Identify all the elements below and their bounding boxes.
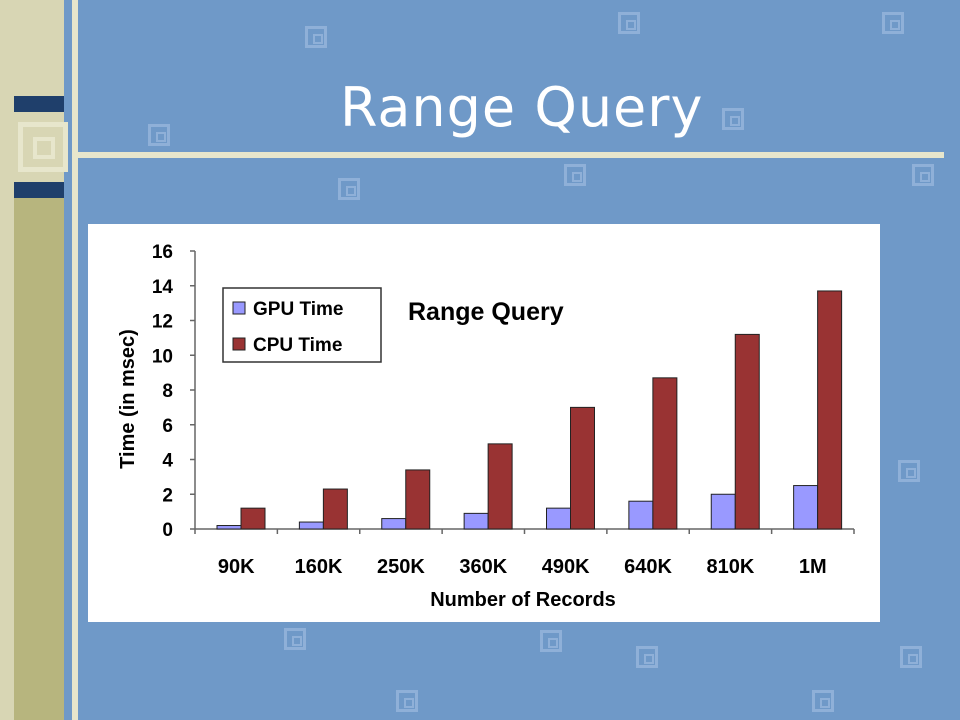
x-tick-label: 810K	[707, 556, 755, 578]
spiral-motif-icon	[636, 646, 658, 668]
bar-cpu-time	[322, 488, 348, 530]
y-tick-label: 8	[162, 381, 173, 402]
bar-gpu-time	[793, 485, 819, 530]
legend-label: GPU Time	[253, 299, 343, 320]
x-tick-label: 360K	[459, 556, 507, 578]
bar-gpu-time	[463, 512, 489, 530]
bar-gpu-time	[298, 521, 324, 530]
y-tick-label: 12	[152, 312, 173, 333]
bar-gpu-time	[216, 525, 242, 530]
bar-cpu-time	[487, 443, 513, 530]
bar-cpu-time	[652, 377, 678, 530]
spiral-motif-icon	[305, 26, 327, 48]
bar-gpu-time	[710, 493, 736, 530]
x-tick-label: 160K	[295, 556, 343, 578]
spiral-motif-icon	[564, 164, 586, 186]
bar-cpu-time	[240, 507, 266, 530]
y-tick-label: 4	[162, 451, 173, 472]
title-underline	[78, 152, 944, 158]
y-tick-label: 10	[152, 346, 173, 367]
bar-gpu-time	[628, 500, 654, 530]
legend-swatch	[232, 337, 246, 351]
spiral-motif-icon	[148, 124, 170, 146]
chart-panel: 0 2 4 6 8 10 12 14 16 90K 160K 250K 360K 490K 640K 810K…	[88, 224, 880, 622]
x-tick-label: 90K	[218, 556, 255, 578]
navy-bar-top	[14, 96, 64, 112]
spiral-motif-icon	[900, 646, 922, 668]
left-olive-band	[14, 196, 64, 720]
legend-label: CPU Time	[253, 335, 342, 356]
x-axis-title: Number of Records	[430, 589, 616, 611]
spiral-motif-icon	[898, 460, 920, 482]
vertical-stripe	[72, 0, 78, 720]
spiral-motif-icon	[882, 12, 904, 34]
spiral-motif-icon	[396, 690, 418, 712]
bar-cpu-time	[405, 469, 431, 530]
x-tick-label: 250K	[377, 556, 425, 578]
bar-cpu-time	[734, 333, 760, 530]
spiral-motif-icon	[540, 630, 562, 652]
spiral-motif-icon	[284, 628, 306, 650]
y-tick-label: 16	[152, 242, 173, 263]
x-tick-label: 1M	[799, 556, 827, 578]
spiral-logo-icon	[18, 122, 68, 172]
legend-swatch	[232, 301, 246, 315]
bar-gpu-time	[546, 507, 571, 530]
spiral-motif-icon	[338, 178, 360, 200]
x-tick-label: 640K	[624, 556, 672, 578]
chart-legend: GPU Time CPU Time	[222, 287, 382, 363]
y-tick-label: 0	[162, 520, 173, 541]
bar-chart: 0 2 4 6 8 10 12 14 16 90K 160K 250K 360K 490K 640K 810K…	[117, 242, 855, 611]
chart-labels: 0 2 4 6 8 10 12 14 16 90K 160K 250K 360K 490K 640K 810K…	[152, 242, 827, 578]
spiral-motif-icon	[722, 108, 744, 130]
bar-cpu-time	[570, 406, 595, 530]
slide-title: Range Query	[340, 76, 704, 139]
spiral-motif-icon	[912, 164, 934, 186]
bar-cpu-time	[817, 290, 843, 530]
bar-gpu-time	[381, 518, 407, 530]
chart-bars	[216, 290, 843, 530]
legend-box	[222, 287, 382, 363]
chart-title: Range Query	[408, 298, 564, 326]
x-tick-label: 490K	[542, 556, 590, 578]
spiral-motif-icon	[618, 12, 640, 34]
y-tick-label: 6	[162, 416, 173, 437]
y-tick-label: 2	[162, 485, 173, 506]
y-tick-label: 14	[152, 277, 174, 298]
navy-bar-bottom	[14, 182, 64, 198]
y-axis-title: Time (in msec)	[117, 329, 139, 469]
spiral-motif-icon	[812, 690, 834, 712]
